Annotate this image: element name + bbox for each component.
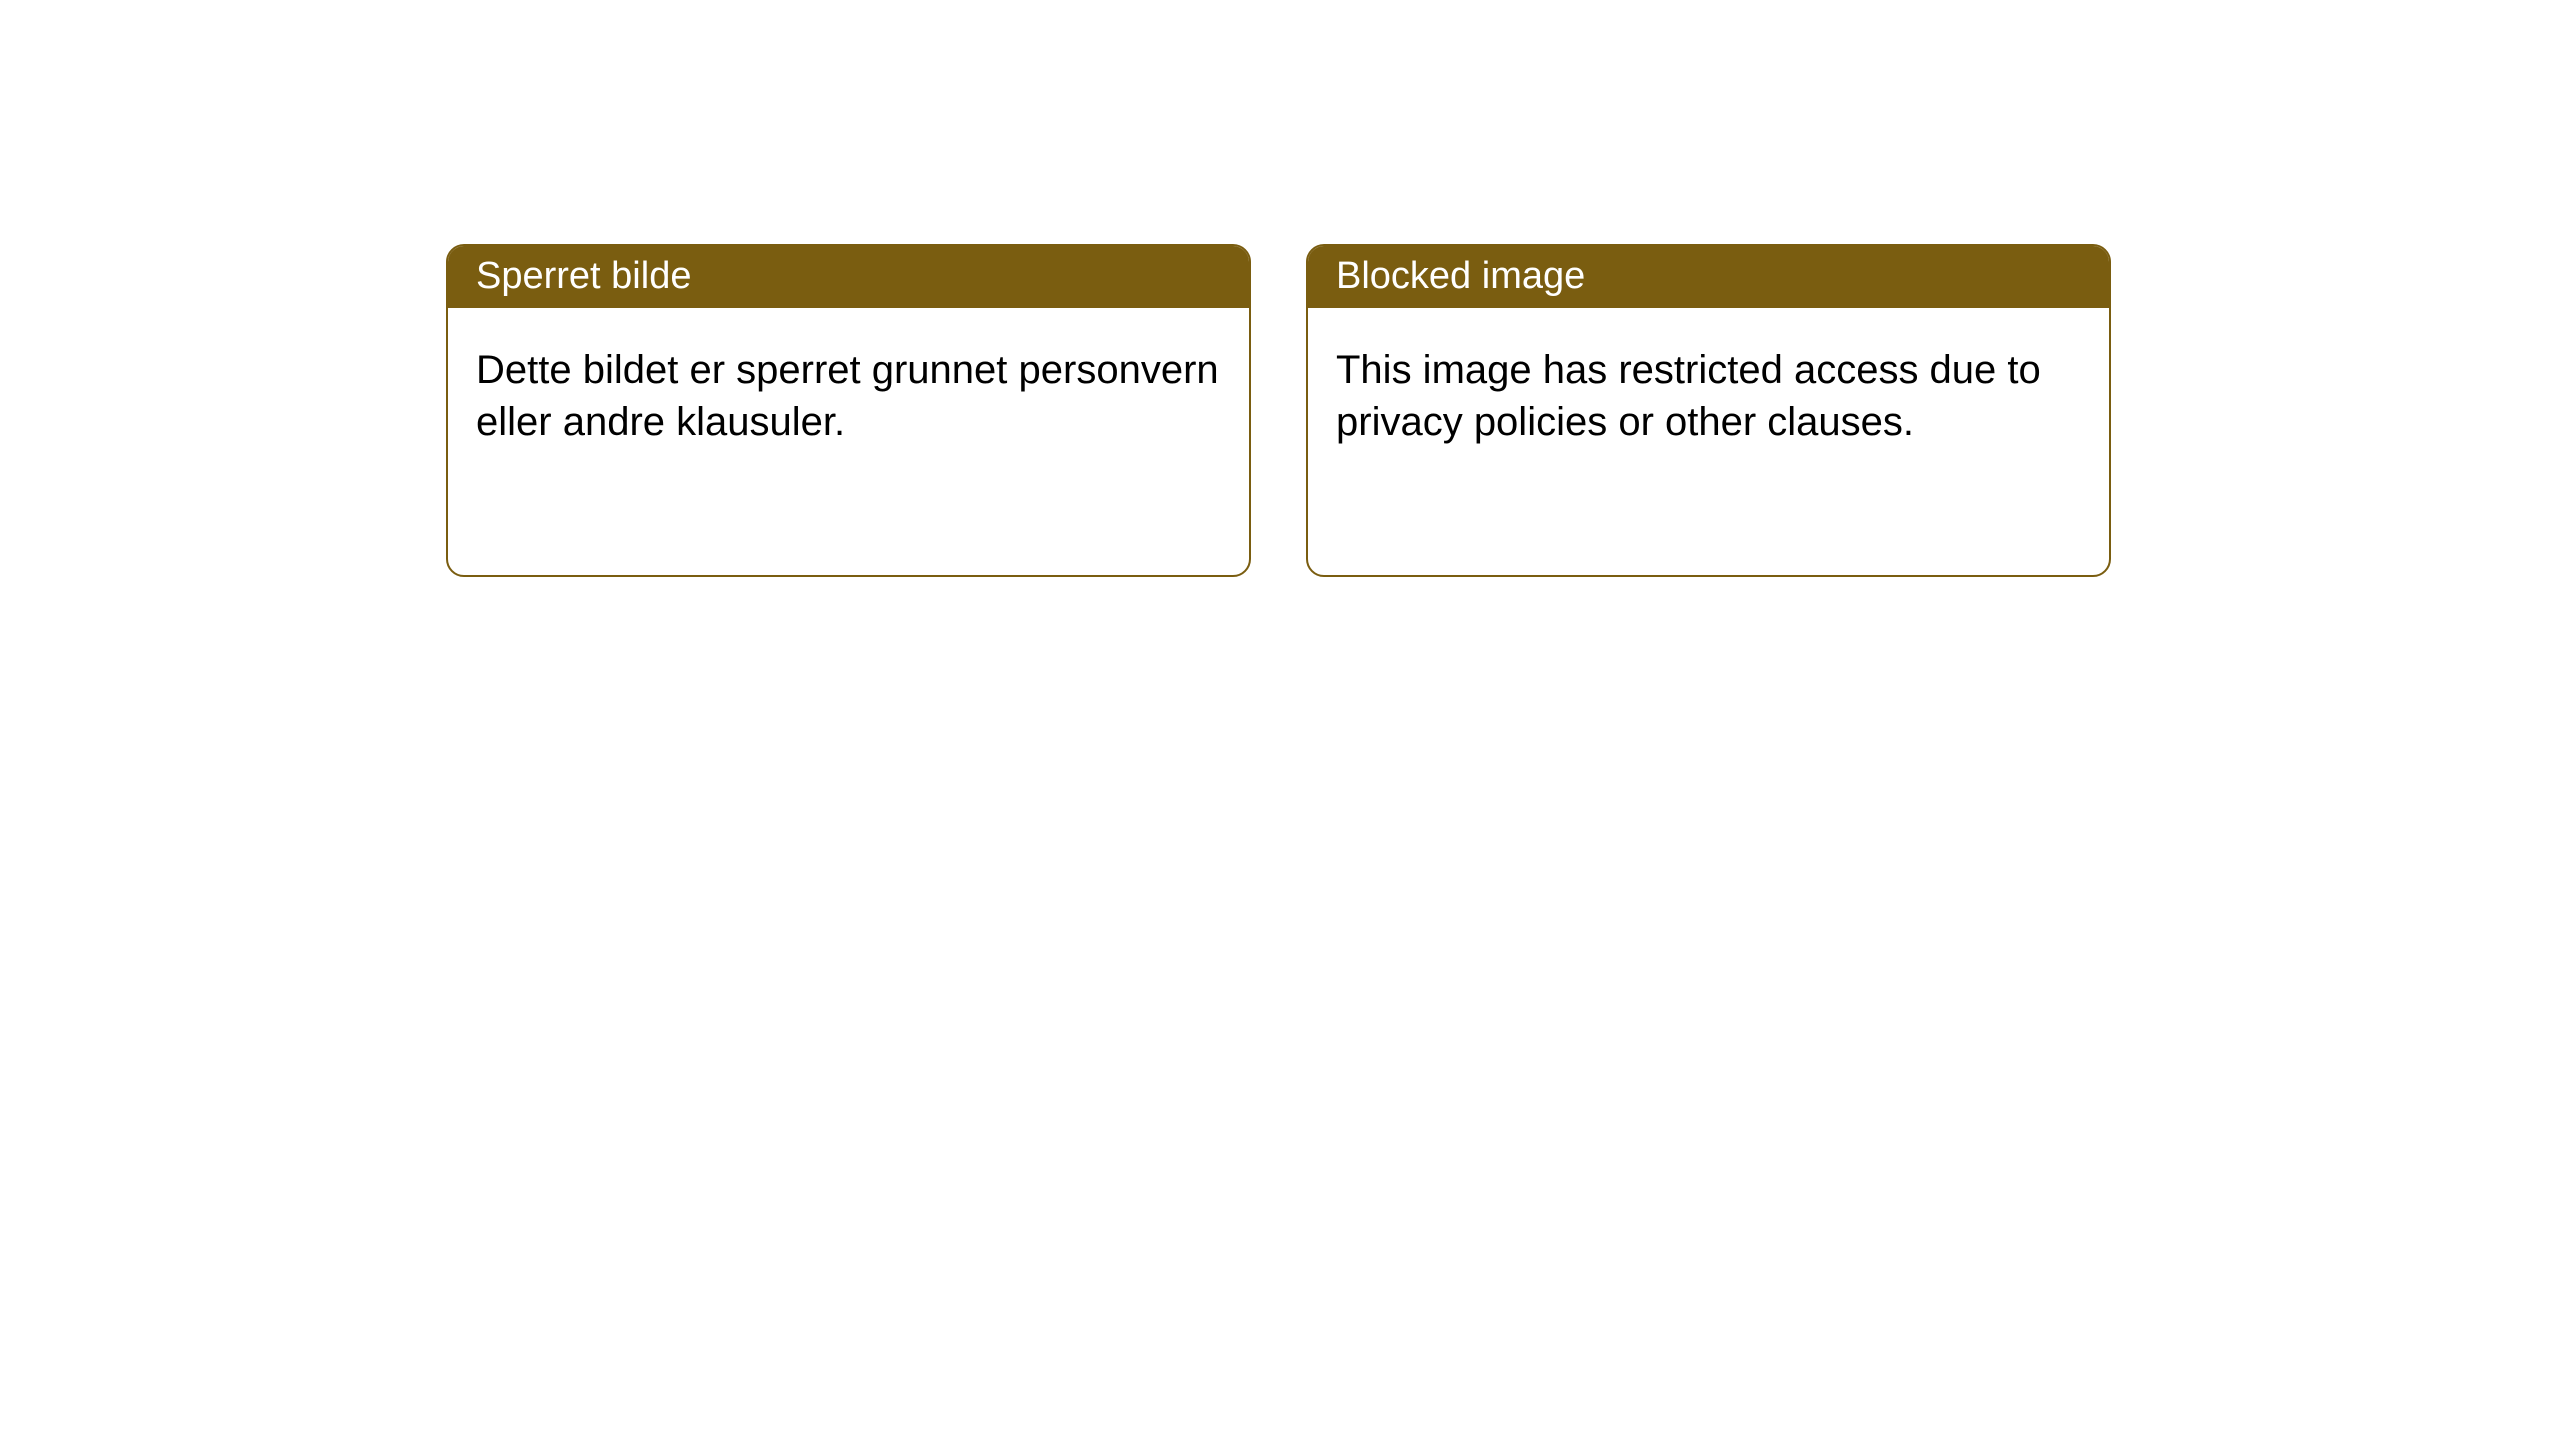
notice-title-english: Blocked image [1308, 246, 2109, 308]
notice-title-norwegian: Sperret bilde [448, 246, 1249, 308]
notice-card-norwegian: Sperret bilde Dette bildet er sperret gr… [446, 244, 1251, 577]
notice-card-english: Blocked image This image has restricted … [1306, 244, 2111, 577]
notice-container: Sperret bilde Dette bildet er sperret gr… [0, 0, 2560, 577]
notice-message-english: This image has restricted access due to … [1308, 308, 2109, 575]
notice-message-norwegian: Dette bildet er sperret grunnet personve… [448, 308, 1249, 575]
